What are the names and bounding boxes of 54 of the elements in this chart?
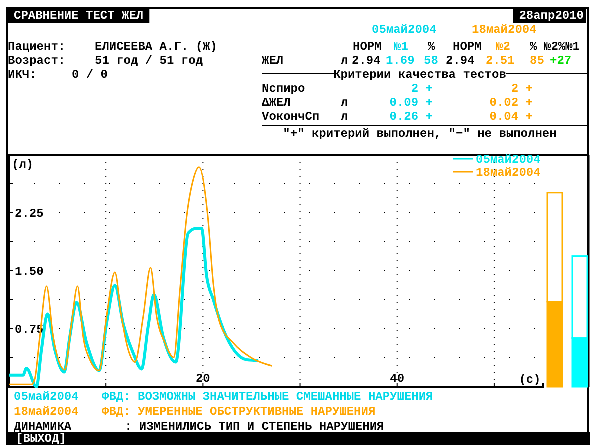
text: ФВД: ВОЗМОЖНЫ ЗНАЧИТЕЛЬНЫЕ СМЕШАННЫЕ НАРУШЕНИЯ (102, 390, 434, 404)
text: №1 (394, 40, 408, 54)
text: л (341, 96, 348, 110)
y-tick-label: 2.25 (15, 206, 44, 221)
text: 2.94 (446, 54, 475, 68)
text: % (428, 40, 436, 54)
text: л (341, 110, 348, 124)
text: [ВЫХОД] (16, 432, 66, 445)
chart-title: СРАВНЕНИЕ ТЕСТ ЖЕЛ (14, 9, 144, 23)
text: "+" критерий выполнен, "−" не выполнен (283, 127, 557, 141)
text: Критерии качества тестов (334, 68, 506, 82)
text: 2.94 (352, 54, 381, 68)
x-tick-label: 40 (390, 372, 405, 386)
text: 58 (424, 54, 438, 68)
text: л (341, 54, 348, 68)
y-tick-label: 1.50 (15, 264, 44, 279)
legend-label: 05май2004 (476, 153, 541, 167)
x-axis-title: (с) (519, 373, 541, 387)
text: : ИЗМЕНИЛИСЬ ТИП И СТЕПЕНЬ НАРУШЕНИЯ (125, 420, 384, 434)
text: Пациент: (8, 40, 66, 54)
text: 0 / 0 (72, 68, 108, 82)
text: +27 (550, 54, 572, 68)
text: 1.69 (386, 54, 415, 68)
text: Nспиро (262, 82, 306, 96)
text: 2 + (511, 82, 533, 96)
text: 0.04 + (490, 110, 533, 124)
text: 18май2004 (472, 23, 537, 37)
text: 51 год / 51 год (95, 54, 204, 68)
text: №2 (496, 40, 510, 54)
text: VокончСп (262, 110, 320, 124)
text: 2 + (411, 82, 433, 96)
y-axis-title: (л) (12, 158, 34, 172)
text: НОРМ (453, 40, 482, 54)
text: ИКЧ: (8, 68, 37, 82)
text: ЕЛИСЕЕВА А.Г. (Ж) (95, 40, 218, 54)
text: % (530, 40, 538, 54)
legend-label: 18май2004 (476, 166, 541, 180)
text: ЖЕЛ (262, 54, 284, 68)
x-tick-label: 20 (196, 372, 210, 386)
text: ДИНАМИКА (14, 420, 72, 434)
text: НОРМ (353, 40, 382, 54)
text: 05май2004 (372, 23, 437, 37)
text: 18май2004 (14, 405, 79, 419)
text: ΔЖЕЛ (262, 96, 291, 110)
text: 05май2004 (14, 390, 79, 404)
text: №2%№1 (544, 40, 580, 54)
text: 0.09 + (390, 96, 433, 110)
text: 2.51 (486, 54, 515, 68)
text: 0.02 + (490, 96, 533, 110)
text: 85 (530, 54, 544, 68)
chart-subtitle: 28апр2010 (519, 9, 584, 23)
text: ФВД: УМЕРЕННЫЕ ОБСТРУКТИВНЫЕ НАРУШЕНИЯ (102, 405, 376, 419)
text: 0.26 + (390, 110, 433, 124)
text: Возраст: (8, 54, 66, 68)
